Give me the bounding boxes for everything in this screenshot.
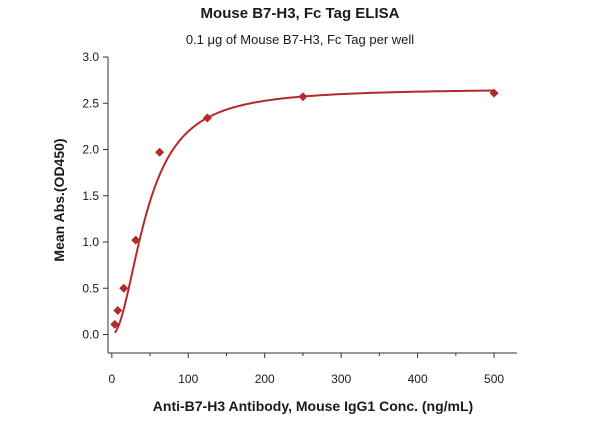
data-point [110, 319, 120, 329]
data-point [113, 305, 123, 315]
y-tick-label: 0.5 [82, 281, 99, 295]
y-tick-label: 1.0 [82, 235, 99, 249]
x-tick-label: 0 [108, 372, 115, 386]
chart-title: Mouse B7-H3, Fc Tag ELISA [201, 5, 400, 22]
x-axis-ticks: 0 100 200 300 400 500 [108, 353, 504, 386]
data-point [202, 113, 212, 123]
y-tick-label: 2.5 [82, 96, 99, 110]
data-points [110, 88, 499, 329]
y-tick-label: 3.0 [82, 50, 99, 64]
y-tick-label: 0.0 [82, 328, 99, 342]
data-point [298, 92, 308, 102]
y-tick-label: 2.0 [82, 143, 99, 157]
axes [107, 57, 517, 354]
y-axis-ticks: 0.0 0.5 1.0 1.5 2.0 2.5 3.0 [82, 50, 108, 342]
x-tick-label: 300 [331, 372, 351, 386]
x-tick-label: 400 [408, 372, 428, 386]
y-tick-label: 1.5 [82, 189, 99, 203]
chart-subtitle: 0.1 μg of Mouse B7-H3, Fc Tag per well [186, 32, 414, 47]
data-point [489, 88, 499, 98]
x-tick-label: 500 [484, 372, 504, 386]
fit-curve [114, 89, 495, 334]
data-point [131, 235, 141, 245]
x-axis-label: Anti-B7-H3 Antibody, Mouse IgG1 Conc. (n… [153, 398, 473, 414]
data-point [155, 147, 165, 157]
x-tick-label: 200 [255, 372, 275, 386]
y-axis-label: Mean Abs.(OD450) [51, 138, 67, 261]
data-point [119, 283, 129, 293]
x-tick-label: 100 [178, 372, 198, 386]
